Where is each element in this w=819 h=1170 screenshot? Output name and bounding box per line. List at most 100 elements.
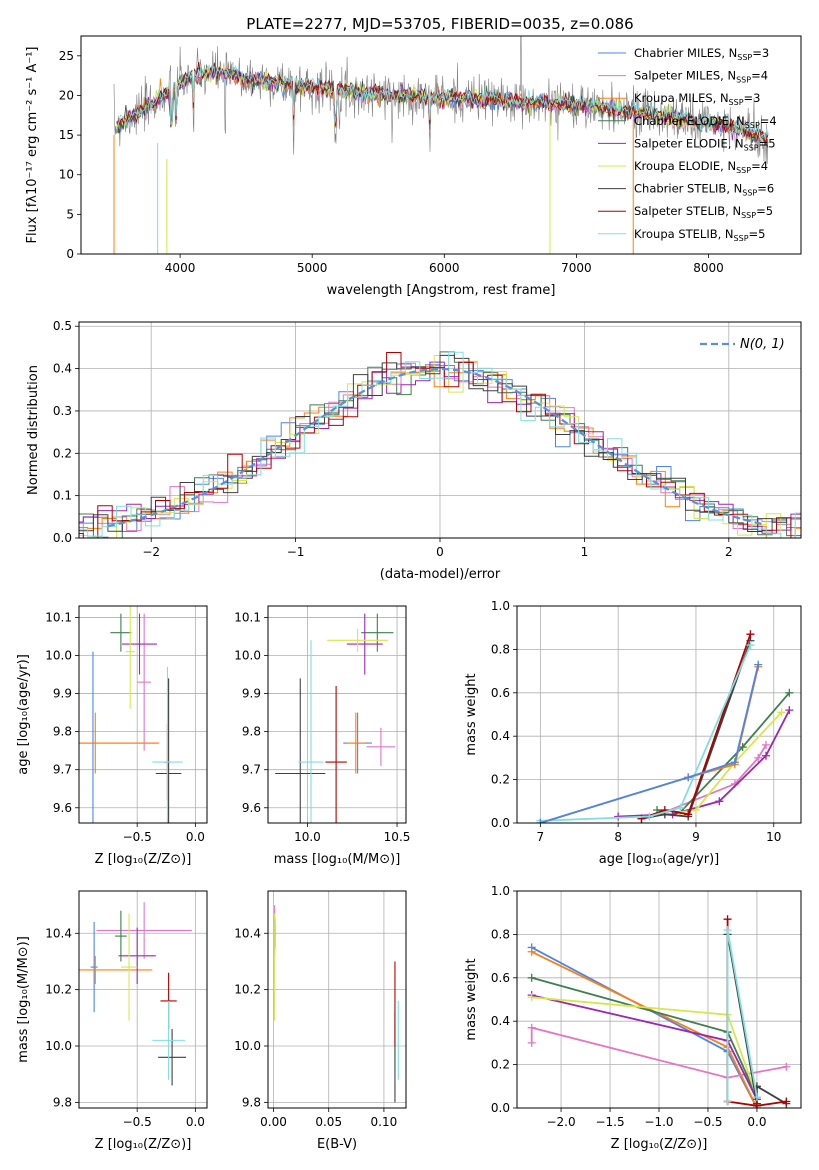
y-tick-label: 5 (66, 207, 74, 221)
legend-label-chabrier_miles: Chabrier MILES, NSSP=3 (634, 46, 769, 62)
x-tick-label: −2 (142, 545, 160, 559)
x-tick-label: −2.0 (546, 1115, 575, 1129)
x-tick-label: 7000 (561, 261, 592, 275)
x-axis-label: wavelength [Angstrom, rest frame] (327, 283, 556, 298)
x-tick-label: 0.00 (260, 1115, 287, 1129)
series-line-salpeter_stelib (641, 633, 752, 820)
legend-label-chabrier_stelib: Chabrier STELIB, NSSP=6 (634, 182, 774, 198)
x-tick-label: 10.0 (294, 830, 321, 844)
series-point-salpeter_miles (761, 740, 770, 749)
y-tick-label: 0.8 (491, 927, 510, 941)
x-tick-label: 8 (614, 830, 622, 844)
legend-label-salpeter_miles: Salpeter MILES, NSSP=4 (634, 69, 768, 85)
y-tick-label: 0.2 (491, 773, 510, 787)
histogram-kroupa_stelib (79, 351, 801, 538)
x-axis-label: Z [log₁₀(Z/Z⊙)] (95, 1137, 192, 1152)
y-axis-label: mass weight (464, 958, 479, 1040)
y-tick-label: 0 (66, 247, 74, 261)
axes-frame (78, 890, 208, 1109)
axes-frame (80, 35, 802, 255)
y-tick-label: 15 (59, 128, 74, 142)
x-tick-label: 0.0 (747, 1115, 766, 1129)
series-line-chabrier_miles (540, 664, 760, 823)
plot-area (79, 606, 183, 823)
series-point-chabrier_miles (684, 773, 693, 782)
x-axis-label: mass [log₁₀(M/M⊙)] (274, 852, 401, 867)
y-tick-label: 10.1 (45, 610, 72, 624)
x-tick-label: 8000 (693, 261, 724, 275)
y-tick-label: 0.1 (53, 489, 72, 503)
plot-area (274, 905, 399, 1103)
legend-label-salpeter_stelib: Salpeter STELIB, NSSP=5 (634, 204, 773, 220)
y-tick-label: 9.7 (242, 763, 261, 777)
y-tick-label: 9.8 (242, 1095, 261, 1109)
series-point-salpeter_stelib (746, 630, 755, 639)
legend-label-salpeter_elodie: Salpeter ELODIE, NSSP=5 (634, 136, 776, 152)
series-point-kroupa_elodie (777, 708, 786, 717)
x-tick-label: 7 (537, 830, 545, 844)
x-tick-label: 5000 (297, 261, 328, 275)
x-tick-label: −1 (287, 545, 305, 559)
x-axis-label: Z [log₁₀(Z/Z⊙)] (611, 1137, 708, 1152)
y-tick-label: 1.0 (491, 599, 510, 613)
series-line-salpeter_elodie (531, 994, 758, 1100)
series-point-salpeter_miles (782, 1062, 791, 1071)
series-point-kroupa_elodie (527, 993, 536, 1002)
x-tick-label: 10 (766, 830, 781, 844)
y-tick-label: 9.8 (242, 725, 261, 739)
series-point-salpeter_miles (527, 1023, 536, 1032)
y-tick-label: 10.0 (45, 1039, 72, 1053)
series-line-kroupa_elodie (531, 996, 758, 1098)
plot-area (275, 613, 396, 823)
legend-label-chabrier_elodie: Chabrier ELODIE, NSSP=4 (634, 114, 777, 130)
series-point-salpeter_elodie (785, 706, 794, 715)
x-tick-label: 10.5 (384, 830, 411, 844)
y-tick-label: 0.0 (53, 531, 72, 545)
y-tick-label: 10 (59, 168, 74, 182)
plot-area (527, 915, 791, 1108)
x-tick-label: 0.0 (186, 1115, 205, 1129)
y-tick-label: 10.2 (234, 983, 261, 997)
x-tick-label: 0.10 (371, 1115, 398, 1129)
y-tick-label: 10.0 (45, 648, 72, 662)
series-point-salpeter_stelib (752, 1101, 761, 1108)
y-tick-label: 0.0 (491, 816, 510, 830)
plot-area (79, 902, 192, 1086)
series-point-chabrier_miles (536, 819, 545, 823)
x-tick-label: −0.5 (123, 830, 152, 844)
y-tick-label: 9.6 (53, 801, 72, 815)
series-point-salpeter_miles (527, 1038, 536, 1047)
axes-frame (267, 890, 407, 1109)
y-tick-label: 1.0 (491, 884, 510, 898)
x-axis-label: age [log₁₀(age/yr)] (599, 852, 720, 867)
legend-label-kroupa_stelib: Kroupa STELIB, NSSP=5 (634, 227, 765, 243)
series-point-chabrier_elodie (527, 973, 536, 982)
series-point-salpeter_stelib (723, 915, 732, 924)
y-tick-label: 0.2 (53, 446, 72, 460)
y-tick-label: 10.2 (45, 983, 72, 997)
x-tick-label: −1.5 (595, 1115, 624, 1129)
plot-area (79, 351, 801, 538)
y-tick-label: 0.6 (491, 971, 510, 985)
x-tick-label: 0.05 (315, 1115, 342, 1129)
x-tick-label: 0 (436, 545, 444, 559)
plot-area (113, 36, 769, 254)
series-line-kroupa_miles (540, 666, 760, 823)
y-tick-label: 10.4 (45, 926, 72, 940)
axes-frame (78, 321, 802, 539)
y-axis-label: mass weight (464, 673, 479, 755)
series-point-kroupa_miles (527, 947, 536, 956)
y-tick-label: 10.0 (234, 648, 261, 662)
y-tick-label: 9.6 (242, 801, 261, 815)
y-axis-label: mass [log₁₀(M/M⊙)] (16, 936, 31, 1063)
legend-label-kroupa_elodie: Kroupa ELODIE, NSSP=4 (634, 159, 768, 175)
legend-label-kroupa_miles: Kroupa MILES, NSSP=3 (634, 91, 760, 107)
x-tick-label: −1.0 (644, 1115, 673, 1129)
series-point-salpeter_stelib (782, 1097, 791, 1106)
histogram-salpeter_stelib (79, 352, 801, 538)
x-axis-label: E(B-V) (317, 1137, 357, 1152)
series-line-salpeter_miles (664, 744, 767, 813)
y-axis-label: Normed distribution (26, 365, 41, 495)
x-tick-label: −0.5 (693, 1115, 722, 1129)
